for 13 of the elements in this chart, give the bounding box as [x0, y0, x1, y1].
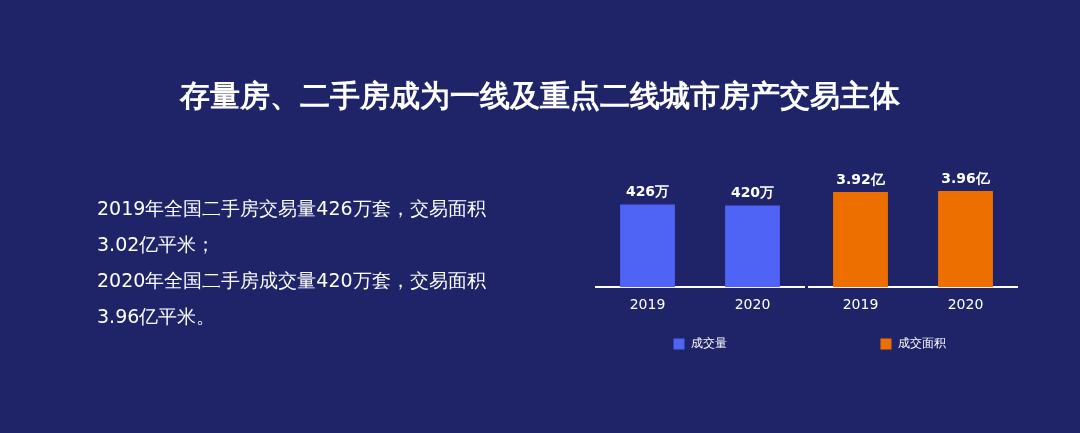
legend-label: 成交面积 — [897, 336, 946, 351]
text: 存量房、二手房成为一线及重点二线城市房产交易主体 — [178, 77, 901, 115]
data-label: 3.92亿 — [836, 170, 886, 187]
data-label: 420万 — [730, 184, 775, 201]
x-tick-label: 2020 — [734, 296, 771, 313]
data-label: 3.96亿 — [941, 169, 991, 186]
legend-label: 成交量 — [690, 336, 727, 351]
data-label: 426万 — [625, 183, 670, 200]
text: 2019年全国二手房交易量426万套，交易面积3.02亿平米； — [97, 196, 487, 257]
x-tick-label: 2020 — [947, 296, 984, 313]
text: 2020年全国二手房成交量420万套，交易面积3.96亿平米。 — [97, 268, 487, 329]
x-tick-label: 2019 — [629, 296, 666, 313]
x-tick-label: 2019 — [842, 296, 879, 313]
